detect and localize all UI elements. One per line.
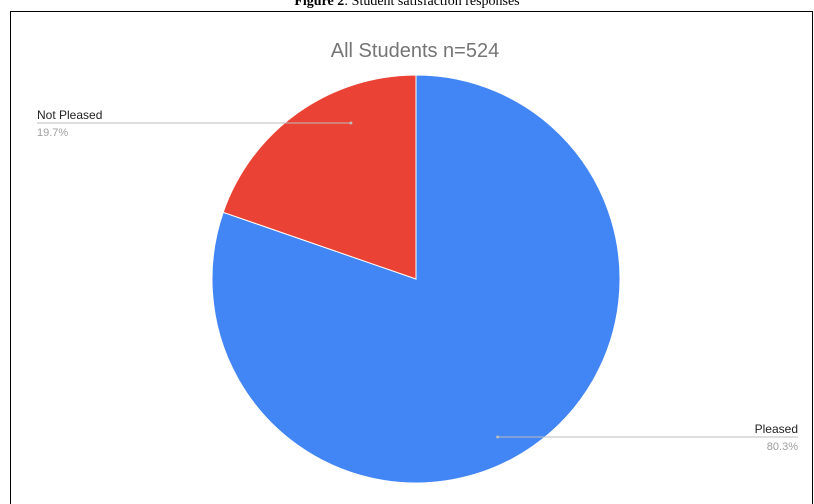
slice-percent-pleased: 80.3%	[767, 441, 798, 453]
chart-title: All Students n=524	[331, 40, 499, 62]
slice-label-pleased: Pleased	[755, 422, 798, 436]
figure-caption: Figure 2: Student satisfaction responses	[0, 0, 814, 10]
pie-slice-not-pleased	[222, 74, 417, 280]
slice-labels: Pleased 80.3% Not Pleased 19.7%	[37, 108, 798, 453]
slice-label-not-pleased: Not Pleased	[37, 108, 102, 122]
leader-dot-not-pleased	[349, 121, 353, 125]
leader-dot-pleased	[496, 435, 500, 439]
slice-percent-not-pleased: 19.7%	[37, 127, 68, 139]
figure-caption-text: : Student satisfaction responses	[344, 0, 520, 9]
figure-label: Figure 2	[294, 0, 345, 9]
pie-slices	[211, 74, 621, 484]
